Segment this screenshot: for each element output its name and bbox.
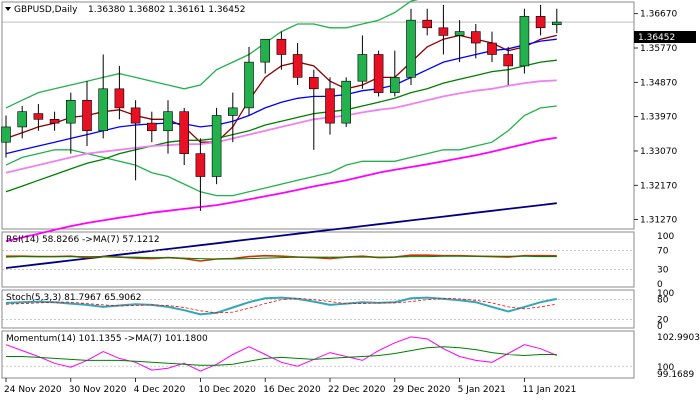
x-tick-label: 24 Nov 2020 [4,385,62,395]
x-tick-label: 4 Dec 2020 [134,385,186,395]
candle-bull [406,19,416,78]
candle-bear [33,113,44,120]
candle-bull [17,111,28,128]
candle-bear [373,54,384,93]
x-tick-label: 5 Jan 2021 [458,385,506,395]
rsi-tick-label: 70 [657,246,669,256]
stoch-pane [2,296,634,320]
overlay-bb-upper [5,0,419,109]
candle-bull [357,54,368,82]
rsi-tick-label: 100 [657,232,674,242]
candle-bull [211,115,222,177]
candle-bear [147,122,157,132]
overlay-ma-magenta [5,136,557,243]
symbol-toggle-icon[interactable] [5,7,11,11]
y-tick-label: 1.32170 [640,181,677,191]
stoch-title: Stoch(5,3,3) 81.7967 65.9062 [6,293,141,303]
candle-bear [49,119,60,124]
momentum-title: Momentum(14) 101.1355 ->MA(7) 101.1800 [6,334,208,344]
x-tick-label: 30 Nov 2020 [69,385,127,395]
candle-bear [276,38,287,55]
x-tick-label: 10 Dec 2020 [198,385,256,395]
candle-bull [98,88,108,132]
rsi-title: RSI(14) 58.8266 ->MA(7) 57.1212 [6,235,160,245]
current-price-label: 1.36452 [638,33,675,43]
momentum-tick-label: 99.1689 [657,370,694,380]
candle-bull [163,111,173,132]
ohlc-header: 1.36380 1.36802 1.36161 1.36452 [88,5,245,15]
candle-bull [1,126,11,143]
candle-bear [503,54,514,67]
candle-bear [470,31,481,44]
candle-bull [551,21,562,26]
main-price-pane [1,0,634,269]
candle-bull [454,31,465,36]
y-tick-label: 1.34870 [640,78,677,88]
axes: 1.36670 1.35770 1.34870 1.33970 1.33070 1.321… [4,10,700,395]
candle-bull [244,61,254,109]
rsi-tick-label: 0 [657,280,663,290]
overlay-ma-blue [5,38,557,155]
stoch-tick-label: 20 [657,315,669,325]
stoch-tick-label: 80 [657,296,669,306]
main-pane-frame [1,1,635,230]
candle-bear [422,19,433,29]
candle-bear [179,111,189,154]
stoch-series-signal [5,297,557,314]
candle-bear [195,153,206,177]
symbol-header: GBPUSD,Daily [14,5,78,15]
overlay-ma-green [5,59,557,193]
overlay-ma-pink [5,79,557,174]
momentum-pane [2,336,634,372]
candle-bull [66,99,76,124]
stoch-pane-frame [1,289,635,329]
candle-bull [389,77,400,93]
y-tick-label: 1.36670 [640,10,677,20]
y-tick-label: 1.33970 [640,113,677,123]
rsi-series-ma [5,255,557,260]
rsi-tick-label: 30 [657,266,669,276]
momentum-tick-label: 100 [657,363,674,373]
candle-bear [438,27,449,36]
candle-bull [260,38,271,63]
stoch-tick-label: 0 [657,322,663,332]
candle-bear [487,42,497,55]
y-tick-label: 1.33070 [640,147,677,157]
x-tick-label: 11 Jan 2021 [522,385,576,395]
x-tick-label: 29 Dec 2020 [393,385,451,395]
momentum-series-ma [6,346,557,366]
rsi-pane [2,250,634,270]
momentum-series-main [5,336,557,372]
candle-bear [114,88,125,109]
x-tick-label: 16 Dec 2020 [263,385,321,395]
candle-bear [325,88,335,124]
candle-bear [535,16,546,29]
candle-bull [341,80,352,124]
y-tick-label: 1.31270 [640,216,677,226]
x-tick-label: 22 Dec 2020 [328,385,386,395]
stoch-tick-label: 100 [657,289,674,299]
stoch-series-main [5,296,557,316]
candle-bear [130,107,141,124]
overlay-bb-lower [5,105,557,197]
candle-bear [292,54,303,78]
candle-bull [228,107,238,116]
current-price-tag [634,31,696,43]
candle-bull [519,16,530,67]
momentum-pane-frame [1,330,635,379]
candle-bear [82,99,92,132]
momentum-tick-label: 102.9903 [657,333,700,343]
candle-bear [308,77,319,90]
y-tick-label: 1.35770 [640,44,677,54]
